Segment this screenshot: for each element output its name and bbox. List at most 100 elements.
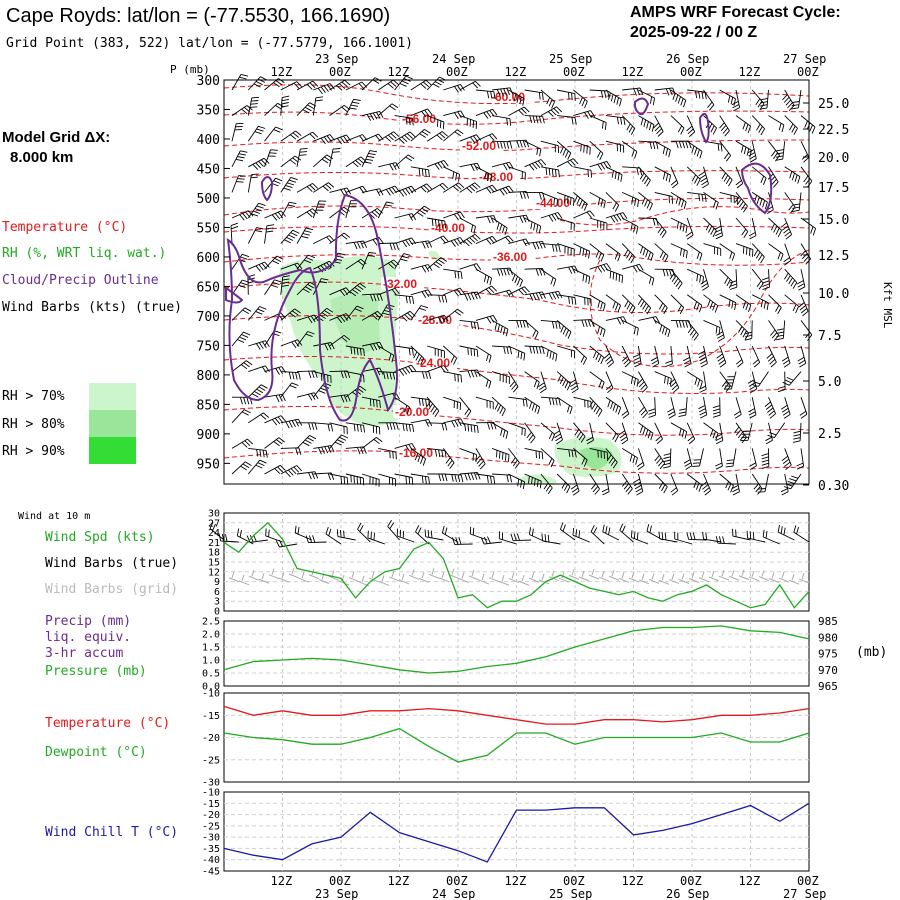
wind-barb-grid [708, 570, 720, 582]
rh-shade [330, 294, 380, 354]
wind-barb [748, 397, 757, 419]
wind-barb [459, 182, 481, 194]
wind-barb [740, 422, 753, 442]
wind-barb [329, 473, 349, 485]
wind-barb [654, 191, 673, 204]
wind-barb [426, 345, 445, 359]
wind-barb-true [498, 531, 517, 545]
cross-section-panel: -60.00-56.00-52.00-48.00-44.00-40.00-36.… [197, 52, 849, 496]
wind-barb [638, 192, 653, 211]
isotherm-label-bg [414, 356, 458, 369]
wind-barb [459, 472, 481, 481]
wind-barb [618, 422, 629, 445]
wind-barb [280, 176, 298, 193]
legend-rh80-swatch [89, 410, 136, 437]
wind-barb [329, 79, 351, 91]
wind-barb-true [674, 531, 693, 545]
wind-barb [410, 129, 431, 142]
wind-barb [540, 166, 560, 178]
wind-barb [264, 415, 286, 426]
wind-speed-line [223, 521, 810, 609]
wind-barb-grid [388, 570, 400, 582]
wind-10m-title: Wind at 10 m [18, 511, 90, 522]
wind-barb [443, 287, 465, 297]
wind-barb [784, 115, 798, 135]
wind-barb [751, 243, 765, 264]
wind-barb [231, 122, 244, 142]
wind-barb [670, 192, 687, 210]
wind-barb [508, 89, 525, 106]
isotherm-label: -40.00 [431, 221, 465, 235]
isotherm-line [223, 84, 810, 105]
wind-barb [264, 102, 285, 116]
wind-barb [589, 192, 606, 209]
wind-barb [231, 73, 249, 91]
wind-barb-grid [498, 575, 510, 586]
pressure-axis-label: P (mb) [170, 63, 210, 76]
wind-barb-true [218, 533, 239, 543]
wind-barb [508, 345, 526, 361]
pressure-tick-label: 750 [197, 339, 220, 354]
wind-barb [622, 191, 640, 208]
wind-barb [296, 183, 319, 193]
wind-barb [491, 320, 509, 337]
pressure-tick-label: 300 [197, 74, 220, 89]
isotherm-line [223, 355, 810, 394]
wind-barb [748, 217, 757, 240]
temperature-ytick-label: -30 [202, 778, 220, 789]
wind-barb-grid [778, 571, 790, 583]
wind-barb [475, 371, 492, 389]
wind-ytick-label: 3 [214, 597, 220, 608]
wind-barb [622, 319, 639, 336]
wind-barb [378, 345, 395, 363]
wind-barb-grid [268, 568, 280, 580]
wind-barb [524, 115, 545, 124]
wind-barb-grid [548, 570, 560, 582]
wind-barb [443, 110, 465, 120]
wind-barb [492, 345, 513, 355]
model-grid-value: 8.000 km [10, 149, 73, 166]
wind-barb [654, 87, 676, 96]
wind-barb [667, 397, 676, 419]
wind-barb [264, 78, 285, 91]
wind-barb [768, 217, 783, 238]
wind-barb [524, 396, 541, 415]
wind-barb [752, 294, 769, 310]
wind-barb [264, 366, 287, 375]
wind-barb [540, 140, 559, 154]
wind-barb [735, 243, 754, 257]
wind-barb [329, 206, 350, 219]
wind-barb [312, 200, 327, 219]
wind-barb-grid [608, 570, 620, 581]
wind-barb [264, 393, 286, 403]
wind-barb [573, 396, 592, 409]
wind-barb-true [715, 536, 736, 545]
wind-barb-grid [588, 568, 600, 580]
wind-barb [650, 345, 660, 368]
wind-barb [605, 422, 619, 443]
top-date-label: 26 Sep [666, 52, 709, 66]
wind-barb-true [732, 528, 751, 541]
wind-barb [716, 345, 727, 368]
cloud-outline [225, 286, 244, 304]
wind-barb [686, 473, 702, 492]
wind-barb [280, 130, 302, 142]
wind-barb [731, 89, 741, 112]
wind-barb [751, 115, 765, 136]
wind-barb-true [357, 522, 371, 543]
wind-barb [524, 291, 546, 301]
wind-barb [508, 371, 519, 393]
wind-barb-grid [288, 567, 300, 579]
wind-barb [491, 447, 510, 462]
wind-barb [573, 89, 588, 109]
wind-barb [443, 418, 465, 428]
windchill-ytick-label: -40 [202, 855, 220, 866]
wind-barb [248, 365, 270, 374]
wind-barb [378, 185, 400, 196]
wind-barb [719, 268, 733, 289]
height-tick-label: 15.0 [818, 213, 849, 228]
wind-barb-true [590, 524, 605, 545]
dewpoint-label: Dewpoint (°C) [45, 745, 147, 760]
wind-barb [410, 183, 433, 193]
wind-barb [508, 286, 530, 296]
